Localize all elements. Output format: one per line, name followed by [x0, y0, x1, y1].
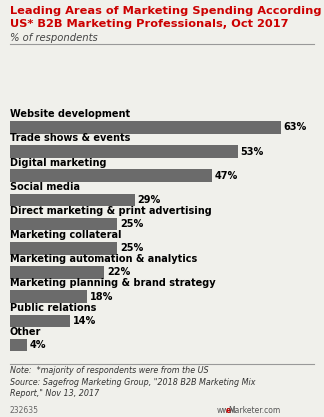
Text: Leading Areas of Marketing Spending According to: Leading Areas of Marketing Spending Acco… — [10, 6, 324, 16]
Text: Other: Other — [10, 327, 41, 337]
Bar — [10, 339, 27, 351]
Text: Digital marketing: Digital marketing — [10, 158, 106, 168]
Bar — [10, 121, 281, 134]
Text: Social media: Social media — [10, 182, 80, 192]
Bar — [10, 193, 134, 206]
Text: 25%: 25% — [120, 243, 143, 253]
Text: % of respondents: % of respondents — [10, 33, 98, 43]
Text: Marketer.com: Marketer.com — [228, 406, 280, 415]
Text: 25%: 25% — [120, 219, 143, 229]
Bar — [10, 169, 212, 182]
Text: US* B2B Marketing Professionals, Oct 2017: US* B2B Marketing Professionals, Oct 201… — [10, 19, 288, 29]
Text: 53%: 53% — [240, 147, 264, 157]
Bar — [10, 266, 104, 279]
Text: Marketing collateral: Marketing collateral — [10, 230, 121, 240]
Bar — [10, 218, 117, 231]
Text: 18%: 18% — [90, 291, 113, 301]
Bar — [10, 314, 70, 327]
Text: Public relations: Public relations — [10, 303, 96, 313]
Text: Direct marketing & print advertising: Direct marketing & print advertising — [10, 206, 212, 216]
Text: 47%: 47% — [214, 171, 238, 181]
Text: Website development: Website development — [10, 109, 130, 119]
Text: 63%: 63% — [284, 123, 307, 133]
Bar — [10, 242, 117, 255]
Bar — [10, 145, 238, 158]
Text: 14%: 14% — [73, 316, 96, 326]
Text: 232635: 232635 — [10, 406, 39, 415]
Bar — [10, 290, 87, 303]
Text: Marketing planning & brand strategy: Marketing planning & brand strategy — [10, 279, 215, 289]
Text: Note:  *majority of respondents were from the US
Source: Sagefrog Marketing Grou: Note: *majority of respondents were from… — [10, 366, 255, 398]
Text: 22%: 22% — [107, 267, 130, 277]
Text: www.: www. — [216, 406, 237, 415]
Text: e: e — [226, 406, 231, 415]
Text: Trade shows & events: Trade shows & events — [10, 133, 130, 143]
Text: Marketing automation & analytics: Marketing automation & analytics — [10, 254, 197, 264]
Text: 4%: 4% — [29, 340, 46, 350]
Text: 29%: 29% — [137, 195, 160, 205]
